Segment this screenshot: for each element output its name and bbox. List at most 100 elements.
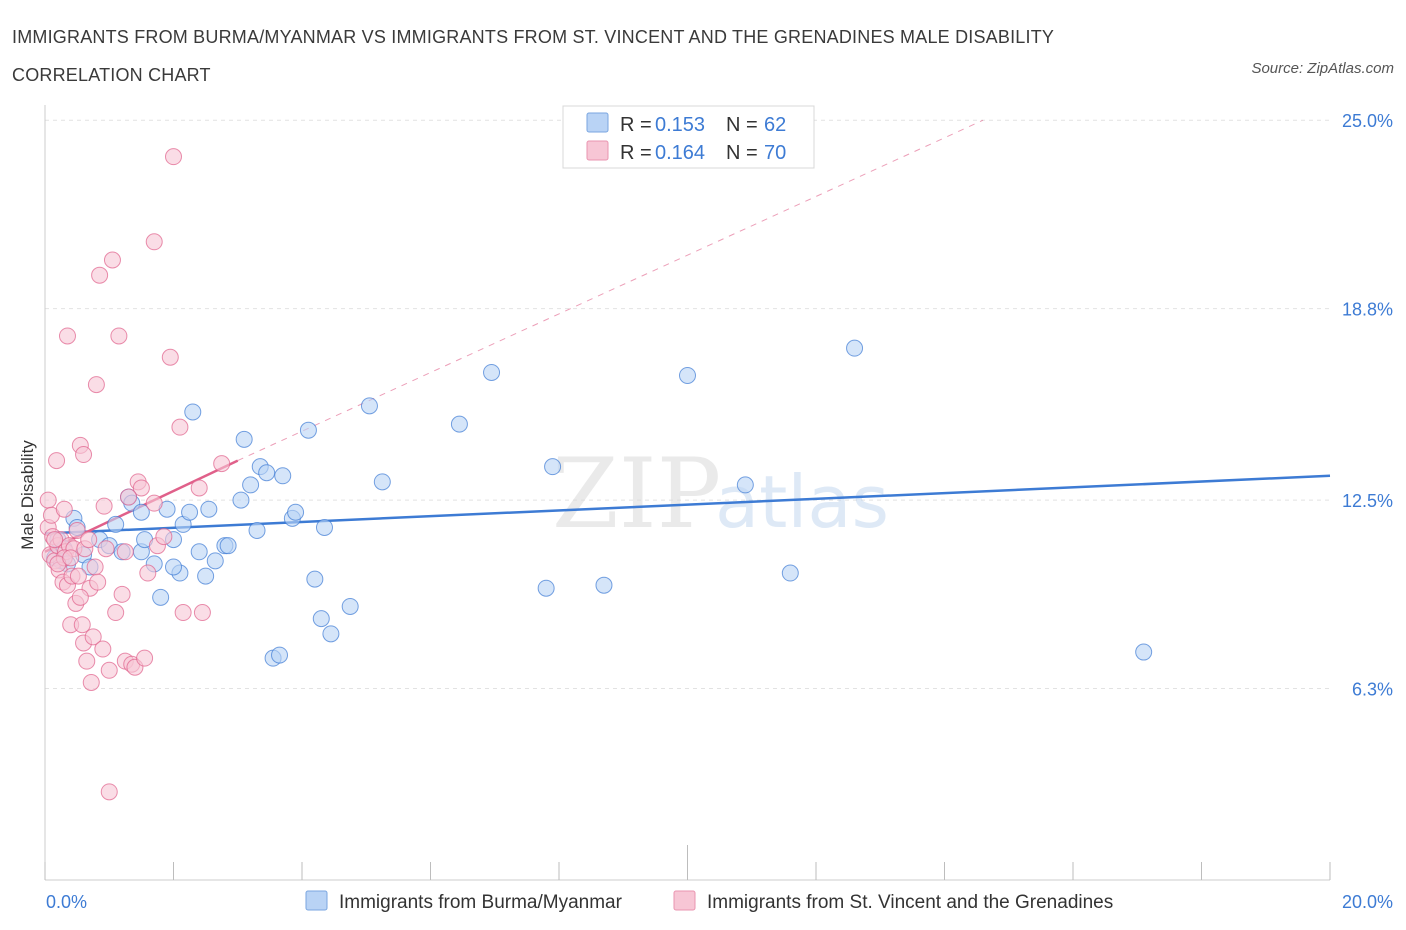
data-point-pink — [100, 661, 118, 679]
y-tick-label: 6.3% — [1352, 680, 1393, 700]
data-point-pink — [46, 531, 64, 549]
data-point-blue — [181, 503, 199, 521]
data-point-pink — [69, 567, 87, 585]
legend-swatch-blue — [586, 112, 609, 133]
y-tick-label: 12.5% — [1342, 491, 1393, 511]
data-point-pink — [193, 604, 211, 622]
data-point-blue — [235, 430, 253, 448]
data-point-blue — [595, 576, 613, 594]
legend-n-label-pink: N = — [726, 142, 758, 164]
data-point-blue — [258, 464, 276, 482]
data-point-blue — [242, 476, 260, 494]
data-point-pink — [68, 521, 86, 539]
bottom-legend-swatch-pink — [673, 890, 696, 911]
legend-n-label-blue: N = — [726, 114, 758, 136]
data-point-blue — [306, 570, 324, 588]
data-point-pink — [165, 148, 182, 166]
data-point-blue — [781, 564, 799, 582]
data-point-pink — [213, 455, 231, 473]
data-point-pink — [71, 588, 89, 606]
data-point-blue — [544, 458, 562, 476]
data-point-pink — [116, 543, 134, 561]
data-point-pink — [103, 251, 121, 269]
data-point-blue — [312, 610, 330, 628]
data-point-blue — [736, 476, 754, 494]
data-point-pink — [91, 266, 109, 284]
data-point-pink — [48, 452, 66, 470]
data-point-blue — [373, 473, 391, 491]
data-point-pink — [89, 573, 107, 591]
data-point-pink — [107, 604, 125, 622]
data-point-blue — [152, 588, 170, 606]
legend-n-value-pink: 70 — [764, 142, 786, 164]
top-legend: R = 0.153 N = 62 R = 0.164 N = 70 — [562, 105, 815, 169]
data-point-pink — [86, 558, 104, 576]
data-point-pink — [95, 497, 113, 515]
data-point-pink — [73, 616, 91, 634]
bottom-legend-swatch-blue — [305, 890, 328, 911]
chart-title: IMMIGRANTS FROM BURMA/MYANMAR VS IMMIGRA… — [12, 27, 1054, 85]
y-tick-label: 18.8% — [1342, 300, 1393, 320]
x-tick-label-max: 20.0% — [1342, 892, 1393, 912]
data-point-blue — [846, 339, 864, 357]
data-point-blue — [206, 552, 224, 570]
data-point-pink — [190, 479, 208, 497]
data-point-blue — [107, 515, 125, 533]
data-point-pink — [78, 652, 96, 670]
data-point-pink — [87, 376, 105, 394]
data-point-blue — [184, 403, 202, 421]
data-point-pink — [145, 494, 163, 512]
data-point-blue — [274, 467, 292, 485]
data-point-pink — [155, 528, 173, 546]
y-tick-labels: 6.3% 12.5% 18.8% 25.0% — [1342, 111, 1393, 699]
data-point-blue — [315, 518, 333, 536]
source-note: Source: ZipAtlas.com — [1251, 60, 1394, 77]
data-point-blue — [483, 363, 501, 381]
data-point-blue — [1135, 643, 1153, 661]
data-point-pink — [58, 327, 76, 345]
data-point-pink — [100, 783, 118, 801]
data-point-pink — [94, 640, 112, 658]
data-point-pink — [161, 348, 179, 366]
data-point-pink — [39, 491, 57, 509]
data-points — [39, 148, 1153, 801]
data-point-blue — [287, 503, 305, 521]
data-point-pink — [80, 531, 98, 549]
data-point-pink — [145, 233, 163, 251]
data-point-pink — [55, 500, 73, 518]
data-point-blue — [299, 421, 317, 439]
data-point-blue — [219, 537, 237, 555]
data-point-pink — [120, 488, 138, 506]
data-point-pink — [84, 628, 102, 646]
data-point-blue — [360, 397, 378, 415]
data-point-pink — [171, 418, 189, 436]
data-point-blue — [322, 625, 340, 643]
data-point-blue — [165, 558, 182, 576]
data-point-blue — [341, 597, 359, 615]
grid-lines — [45, 119, 1330, 690]
legend-n-value-blue: 62 — [764, 114, 786, 136]
y-tick-label: 25.0% — [1342, 111, 1393, 131]
data-point-blue — [679, 366, 696, 384]
data-point-blue — [200, 500, 218, 518]
bottom-legend-label-pink: Immigrants from St. Vincent and the Gren… — [707, 892, 1113, 913]
legend-r-label-blue: R = — [620, 114, 652, 136]
data-point-pink — [139, 564, 157, 582]
data-point-pink — [62, 549, 80, 567]
data-point-blue — [132, 503, 150, 521]
data-point-blue — [248, 521, 266, 539]
data-point-pink — [174, 604, 192, 622]
trend-line-extension-pink — [237, 119, 984, 462]
data-point-pink — [132, 479, 150, 497]
data-point-blue — [450, 415, 468, 433]
watermark-zip: ZIP — [552, 438, 721, 550]
data-point-pink — [82, 673, 100, 691]
bottom-legend-label-blue: Immigrants from Burma/Myanmar — [339, 892, 623, 913]
data-point-pink — [97, 540, 115, 558]
data-point-pink — [113, 585, 131, 603]
legend-r-label-pink: R = — [620, 142, 652, 164]
data-point-blue — [537, 579, 555, 597]
data-point-blue — [232, 491, 250, 509]
legend-swatch-pink — [586, 140, 609, 161]
